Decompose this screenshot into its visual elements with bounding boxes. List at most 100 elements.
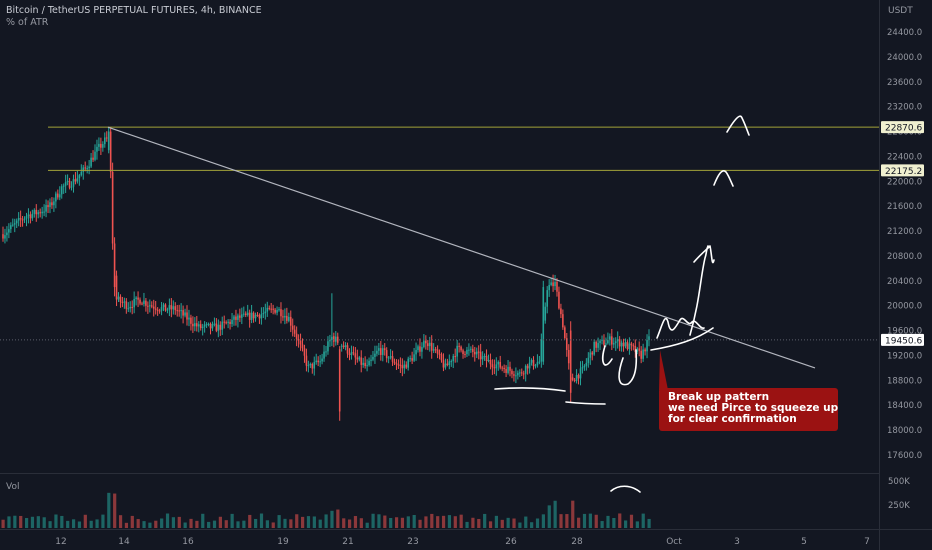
volume-bar	[512, 518, 516, 528]
trend-line	[107, 126, 816, 369]
candle-body	[154, 308, 157, 310]
candle-body	[546, 290, 549, 307]
candle-body	[407, 358, 410, 368]
candle	[436, 345, 439, 359]
candle	[419, 338, 421, 357]
candle	[23, 216, 26, 224]
candle-body	[591, 352, 594, 355]
candle	[60, 184, 63, 199]
candle-body	[31, 213, 34, 219]
candle	[456, 340, 458, 363]
volume-bar	[406, 516, 410, 528]
volume-bar	[571, 500, 575, 528]
candle	[305, 348, 308, 372]
candle-body	[90, 157, 92, 167]
candle-body	[503, 367, 505, 370]
candle-body	[505, 369, 507, 373]
candle-body	[256, 314, 259, 316]
candle	[607, 332, 609, 345]
candle-body	[197, 324, 200, 327]
candle-body	[536, 362, 539, 366]
candle-body	[58, 194, 61, 198]
candle-body	[450, 361, 453, 363]
candle-body	[607, 340, 609, 344]
candle-body	[468, 349, 470, 351]
candle	[530, 358, 533, 366]
candle	[196, 315, 198, 332]
candle-body	[149, 305, 151, 307]
candle-body	[446, 363, 449, 365]
hand-drawn-annotation	[610, 485, 641, 493]
volume-bar	[130, 515, 134, 528]
candle-body	[311, 364, 314, 369]
candle	[246, 304, 249, 317]
candle-body	[190, 317, 192, 324]
candle-body	[4, 235, 6, 239]
candle	[517, 370, 519, 380]
candle	[334, 331, 337, 346]
candle-body	[25, 216, 28, 219]
candle-body	[501, 367, 503, 369]
candle	[485, 349, 488, 368]
candle-body	[295, 333, 298, 339]
candle-body	[336, 336, 339, 343]
candle-body	[227, 321, 229, 323]
candle-body	[158, 310, 161, 312]
candle-body	[411, 358, 413, 361]
volume-bar	[459, 514, 463, 528]
candle	[614, 337, 617, 351]
volume-bar	[183, 522, 187, 528]
volume-bar	[42, 517, 46, 528]
candle	[569, 321, 572, 403]
candle-body	[528, 362, 531, 369]
candle-body	[425, 340, 427, 344]
candle	[393, 358, 396, 366]
candle-body	[515, 375, 517, 377]
price-tick-label: 17600.0	[887, 451, 922, 461]
candle	[139, 297, 141, 306]
volume-bar	[148, 522, 152, 528]
volume-bar	[377, 514, 381, 528]
volume-bar	[530, 522, 534, 528]
candle	[182, 305, 184, 324]
candle	[82, 164, 85, 180]
candle	[225, 320, 227, 325]
candle	[147, 301, 149, 314]
candle-body	[88, 166, 90, 169]
candle	[166, 307, 169, 314]
candle	[90, 153, 92, 168]
candle-body	[430, 342, 433, 351]
candle	[137, 291, 139, 308]
candle-body	[458, 345, 460, 347]
candle	[256, 312, 259, 317]
candle-body	[213, 323, 216, 325]
candle-body	[203, 324, 206, 327]
candle-body	[517, 372, 519, 376]
candle-body	[29, 214, 32, 219]
candle	[129, 301, 132, 313]
candle-body	[489, 360, 492, 365]
candle-body	[354, 353, 357, 358]
candle	[109, 127, 112, 179]
candle	[293, 325, 296, 338]
candle	[540, 333, 543, 368]
candle-body	[560, 308, 562, 315]
candle	[227, 319, 229, 329]
last-price-badge-text: 19450.6	[885, 336, 922, 346]
candle-body	[127, 308, 130, 310]
candle	[29, 211, 32, 224]
candle	[102, 141, 104, 152]
candle-body	[526, 365, 529, 369]
candle	[595, 340, 597, 353]
candle	[634, 339, 637, 358]
candle-body	[522, 373, 525, 375]
candle-body	[483, 355, 486, 357]
candle	[57, 189, 59, 200]
candle	[583, 364, 586, 371]
candle-body	[51, 202, 53, 206]
candle	[503, 364, 505, 373]
candle	[493, 359, 496, 375]
candle-body	[611, 336, 613, 345]
time-tick-label: 21	[342, 537, 353, 547]
